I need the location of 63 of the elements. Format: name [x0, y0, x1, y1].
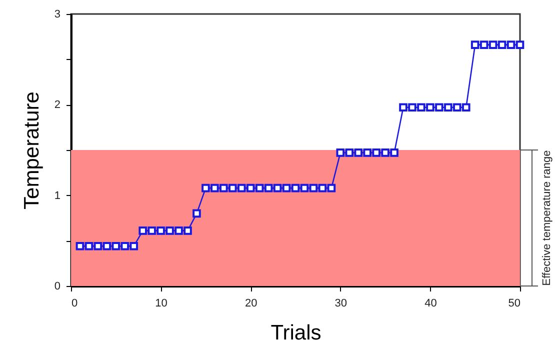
point [228, 184, 237, 192]
point [148, 226, 156, 235]
point [291, 184, 300, 192]
point [470, 40, 480, 49]
point [390, 148, 398, 157]
point [282, 184, 291, 192]
point [94, 242, 102, 250]
point [202, 184, 210, 192]
point [435, 103, 444, 112]
point [516, 40, 524, 49]
point [408, 103, 416, 112]
point [452, 103, 462, 112]
x-tick-label: 20 [244, 298, 258, 310]
point [426, 103, 434, 112]
x-tick-label: 50 [508, 298, 520, 310]
point [354, 148, 363, 157]
x-axis-title: Trials [270, 322, 322, 344]
point [210, 184, 219, 192]
y-tick-label: 2 [54, 99, 60, 112]
y-axis-title: Temperature [20, 92, 44, 210]
point [336, 148, 345, 157]
point [156, 226, 165, 235]
point [498, 40, 506, 49]
point [120, 242, 130, 250]
y-tick-label: 1 [54, 190, 60, 202]
point [264, 184, 273, 192]
point [255, 184, 264, 192]
point [345, 148, 354, 157]
x-tick-label: 40 [424, 298, 437, 310]
point [488, 40, 498, 49]
x-tick-label: 0 [72, 298, 78, 310]
point [327, 184, 336, 192]
point [300, 184, 309, 192]
point [381, 148, 390, 157]
point [372, 148, 380, 157]
point [309, 184, 318, 192]
point [112, 242, 120, 250]
point [138, 226, 148, 235]
point [174, 226, 183, 235]
point [417, 103, 426, 112]
point [192, 209, 201, 218]
point [480, 40, 488, 49]
x-tick-label: 30 [334, 298, 348, 310]
point [273, 184, 282, 192]
point [399, 103, 408, 112]
point [184, 226, 192, 235]
point [237, 184, 246, 192]
x-tick-label: 10 [155, 298, 168, 310]
y-tick-label: 0 [54, 280, 60, 292]
point [220, 184, 228, 192]
point [84, 242, 94, 250]
point [246, 184, 255, 192]
point [102, 242, 112, 250]
point [130, 242, 138, 250]
point [76, 242, 84, 250]
point [444, 103, 452, 112]
point [462, 103, 470, 112]
point [166, 226, 174, 235]
point [363, 148, 372, 157]
y-tick-label: 3 [54, 8, 60, 20]
band-label: Effective temperature range [541, 150, 553, 286]
point [318, 184, 327, 192]
point [506, 40, 516, 49]
